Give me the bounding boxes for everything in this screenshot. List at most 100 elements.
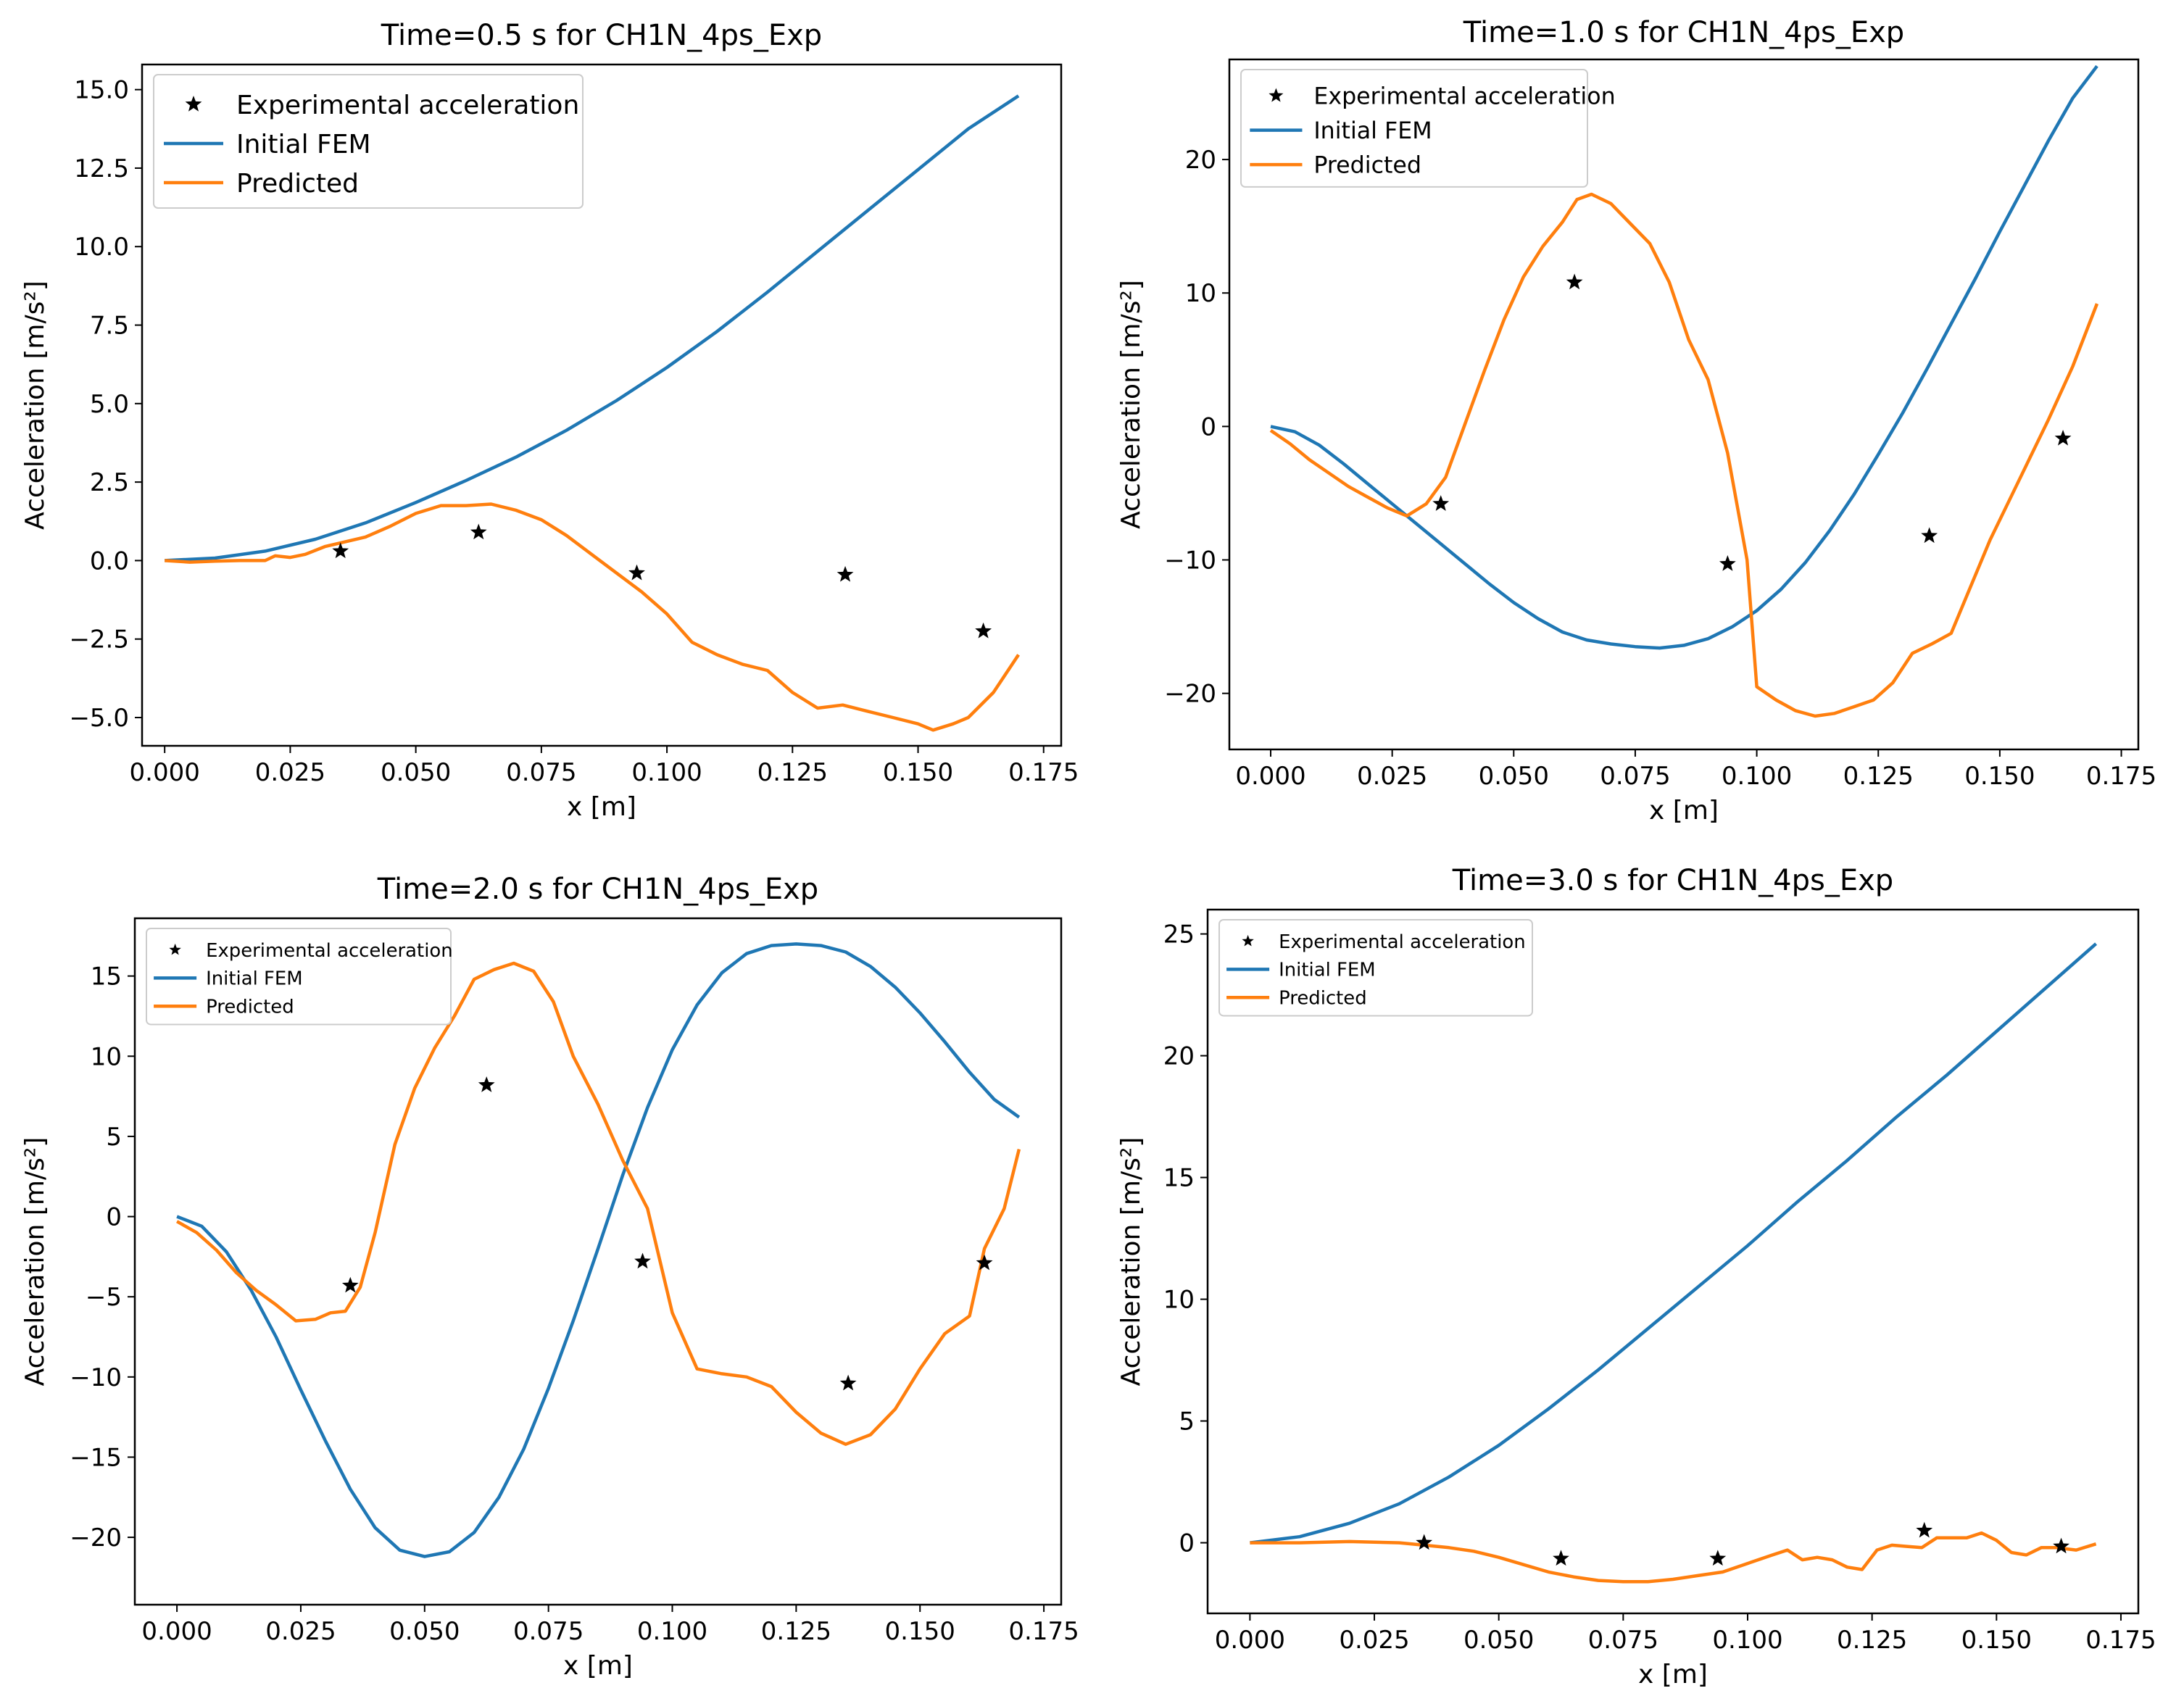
axes-frame <box>1206 908 2140 1615</box>
y-tick-label: 0 <box>1179 1529 1195 1558</box>
experimental-marker <box>332 542 349 559</box>
subplot-2: Time=1.0 s for CH1N_4ps_Exp 0.000 0.025 0.0… <box>1116 16 2156 826</box>
experimental-marker <box>2054 429 2072 446</box>
legend: Experimental acceleration Initial FEM Pred… <box>1218 919 1533 1017</box>
x-tick-label: 0.125 <box>1843 762 1914 791</box>
y-tick-label: −10 <box>70 1363 122 1392</box>
x-tick-label: 0.100 <box>1712 1626 1782 1655</box>
y-tick-label: 15 <box>91 963 122 992</box>
x-tick-label: 0.075 <box>1600 762 1670 791</box>
legend-label: Initial FEM <box>236 130 371 159</box>
legend: Experimental acceleration Initial FEM Pred… <box>153 74 584 209</box>
y-tick-label: 0.0 <box>90 546 129 575</box>
y-tick-label: 25 <box>1163 920 1195 949</box>
legend-label: Experimental acceleration <box>1279 931 1526 953</box>
x-tick-label: 0.000 <box>1215 1626 1285 1655</box>
x-axis-label: x [m] <box>1638 1660 1708 1689</box>
y-tick-label: 20 <box>1185 146 1216 175</box>
x-tick-label: 0.025 <box>1357 762 1427 791</box>
experimental-marker <box>634 1252 651 1269</box>
subplot-1: Time=0.5 s for CH1N_4ps_Exp 0.000 0.025 0.0… <box>20 19 1079 822</box>
experimental-marker <box>1432 495 1450 511</box>
experimental-marker <box>1416 1534 1433 1550</box>
experimental-marker <box>470 523 487 540</box>
legend-box <box>153 74 584 209</box>
plot-data <box>175 942 1021 1558</box>
x-tick-label: 0.000 <box>141 1617 212 1646</box>
x-tick-label: 0.100 <box>1722 762 1792 791</box>
legend-box <box>1218 919 1533 1017</box>
x-tick-label: 0.050 <box>1479 762 1549 791</box>
predicted-line <box>165 502 1020 732</box>
x-tick-label: 0.175 <box>1008 758 1079 787</box>
initial-fem-line <box>1270 65 2098 650</box>
y-tick-label: 0 <box>106 1203 122 1232</box>
experimental-marker <box>1916 1521 1933 1538</box>
x-tick-label: 0.100 <box>637 1617 707 1646</box>
y-axis-label: Acceleration [m/s²] <box>20 280 50 530</box>
x-tick-label: 0.125 <box>1837 1626 1907 1655</box>
initial-fem-line <box>165 94 1020 562</box>
initial-fem-line <box>1250 942 2098 1545</box>
y-tick-label: −20 <box>70 1524 122 1552</box>
y-tick-label: −10 <box>1164 546 1216 575</box>
y-tick-label: −5 <box>86 1283 122 1312</box>
x-tick-label: 0.025 <box>1339 1626 1409 1655</box>
y-axis-label: Acceleration [m/s²] <box>20 1137 50 1387</box>
y-tick-label: −15 <box>70 1443 122 1472</box>
x-tick-label: 0.150 <box>1961 1626 2032 1655</box>
y-tick-label: 15.0 <box>74 76 129 105</box>
legend-marker-experimental <box>185 96 202 112</box>
y-tick-label: 0 <box>1200 412 1216 441</box>
y-axis-label: Acceleration [m/s²] <box>1116 280 1146 529</box>
y-tick-label: 5 <box>1179 1408 1195 1437</box>
subplot-3: Time=2.0 s for CH1N_4ps_Exp 0.000 0.025 0.0… <box>20 873 1079 1681</box>
legend-marker-experimental <box>1269 88 1284 102</box>
subplot-4: Time=3.0 s for CH1N_4ps_Exp 0.000 0.025 0.0… <box>1116 864 2156 1689</box>
experimental-marker <box>1921 527 1938 544</box>
legend-label: Initial FEM <box>206 968 303 990</box>
x-tick-label: 0.050 <box>1463 1626 1534 1655</box>
legend: Experimental acceleration Initial FEM Pred… <box>146 928 453 1026</box>
experimental-marker <box>478 1076 495 1092</box>
experimental-marker <box>975 622 992 639</box>
y-tick-label: 10 <box>1163 1286 1195 1315</box>
x-axis-label: x [m] <box>1649 796 1719 826</box>
legend-marker-experimental <box>1242 934 1254 947</box>
x-tick-label: 0.000 <box>1235 762 1305 791</box>
y-tick-label: 5 <box>106 1123 122 1152</box>
y-tick-label: 10 <box>1185 279 1216 308</box>
chart-title: Time=0.5 s for CH1N_4ps_Exp <box>381 19 822 52</box>
x-tick-label: 0.000 <box>130 758 200 787</box>
x-axis-label: x [m] <box>563 1651 633 1681</box>
experimental-marker <box>628 564 645 581</box>
x-tick-label: 0.100 <box>631 758 702 787</box>
experimental-marker <box>1553 1550 1569 1566</box>
y-tick-label: −20 <box>1164 680 1216 709</box>
x-tick-label: 0.150 <box>1964 762 2035 791</box>
x-tick-label: 0.075 <box>513 1617 584 1646</box>
experimental-marker <box>1709 1550 1727 1566</box>
x-tick-label: 0.150 <box>883 758 953 787</box>
legend-label: Predicted <box>1279 988 1367 1010</box>
legend-label: Initial FEM <box>1279 960 1376 981</box>
predicted-line <box>1250 1531 2097 1584</box>
y-tick-label: 5.0 <box>90 390 129 419</box>
y-axis-label: Acceleration [m/s²] <box>1116 1137 1146 1387</box>
y-tick-label: 12.5 <box>74 154 129 183</box>
chart-title: Time=2.0 s for CH1N_4ps_Exp <box>377 873 818 906</box>
x-tick-label: 0.175 <box>2086 762 2156 791</box>
plot-data <box>165 94 1020 732</box>
x-tick-label: 0.075 <box>1588 1626 1658 1655</box>
experimental-marker <box>976 1254 993 1271</box>
x-tick-label: 0.125 <box>761 1617 831 1646</box>
legend-label: Experimental acceleration <box>206 940 453 962</box>
legend-label: Predicted <box>1313 153 1421 179</box>
y-tick-label: 2.5 <box>90 468 129 497</box>
experimental-marker <box>836 565 854 582</box>
x-tick-label: 0.075 <box>506 758 576 787</box>
legend-label: Experimental acceleration <box>236 91 579 120</box>
axes-frame <box>133 917 1063 1606</box>
predicted-line <box>1269 192 2099 718</box>
